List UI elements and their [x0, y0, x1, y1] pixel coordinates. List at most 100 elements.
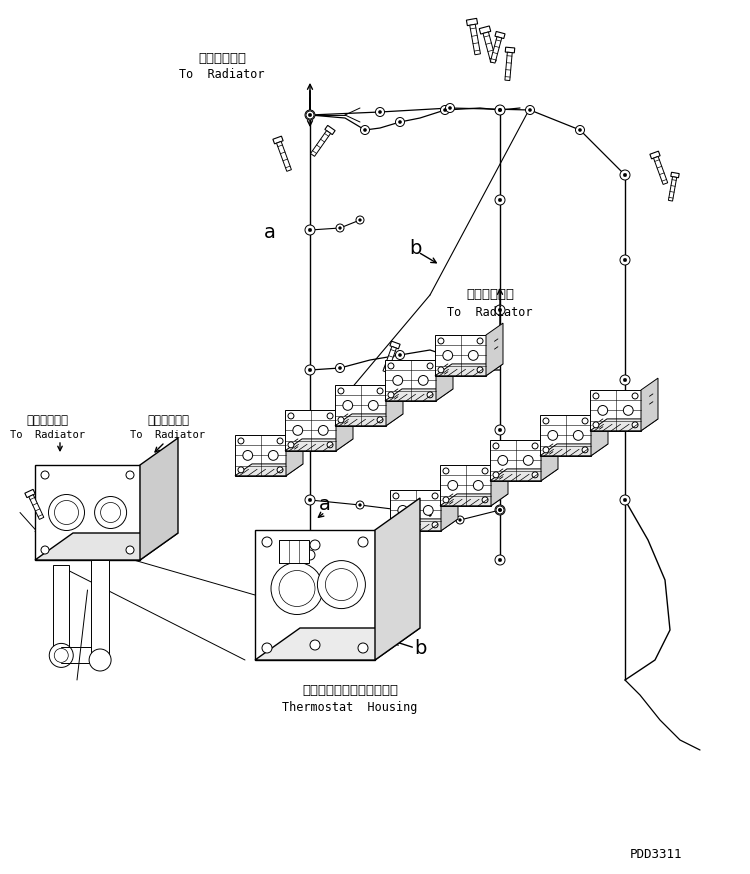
Circle shape	[306, 111, 314, 119]
Circle shape	[426, 511, 434, 519]
Circle shape	[358, 537, 368, 547]
Circle shape	[499, 108, 502, 112]
Circle shape	[526, 106, 535, 114]
Polygon shape	[440, 465, 491, 506]
Text: To  Radiator: To Radiator	[10, 430, 85, 440]
Circle shape	[623, 378, 627, 382]
Circle shape	[442, 350, 453, 360]
Bar	[383, 346, 397, 372]
Text: a: a	[319, 496, 331, 515]
Circle shape	[398, 505, 408, 516]
Circle shape	[427, 392, 433, 398]
Bar	[668, 177, 676, 201]
Circle shape	[623, 173, 627, 177]
Polygon shape	[491, 453, 508, 506]
Circle shape	[327, 413, 333, 419]
Bar	[506, 47, 515, 52]
Polygon shape	[490, 440, 541, 481]
Text: ラジエータへ: ラジエータへ	[26, 413, 68, 427]
Circle shape	[358, 643, 368, 653]
Circle shape	[575, 126, 584, 135]
Text: ラジエータへ: ラジエータへ	[147, 413, 189, 427]
Text: a: a	[264, 223, 276, 241]
Polygon shape	[436, 348, 453, 401]
Circle shape	[55, 501, 79, 524]
Circle shape	[623, 258, 627, 261]
Bar	[279, 540, 309, 564]
Circle shape	[477, 338, 483, 344]
Circle shape	[338, 226, 341, 229]
Circle shape	[49, 495, 85, 531]
Circle shape	[448, 481, 458, 490]
Circle shape	[262, 537, 272, 547]
Text: b: b	[414, 639, 426, 657]
Circle shape	[593, 422, 599, 428]
Polygon shape	[140, 438, 178, 560]
Circle shape	[338, 417, 344, 423]
Polygon shape	[641, 378, 658, 431]
Polygon shape	[441, 478, 458, 531]
Polygon shape	[375, 498, 420, 660]
Bar	[479, 26, 490, 34]
Bar	[273, 136, 283, 144]
Text: サーモスタットハウジング: サーモスタットハウジング	[302, 683, 398, 697]
Circle shape	[126, 471, 134, 479]
Text: b: b	[409, 239, 422, 258]
Circle shape	[593, 393, 599, 399]
Polygon shape	[386, 373, 403, 426]
Circle shape	[524, 455, 533, 465]
Circle shape	[377, 388, 383, 394]
Bar	[495, 31, 505, 38]
Circle shape	[393, 493, 399, 499]
Polygon shape	[235, 435, 286, 475]
Circle shape	[305, 495, 315, 505]
Circle shape	[94, 496, 127, 529]
Circle shape	[498, 509, 502, 512]
Circle shape	[443, 468, 449, 474]
Circle shape	[498, 108, 502, 112]
Circle shape	[448, 107, 452, 109]
Circle shape	[308, 553, 312, 557]
Circle shape	[277, 467, 283, 473]
Circle shape	[423, 505, 433, 516]
Circle shape	[493, 443, 499, 449]
Circle shape	[317, 560, 365, 608]
Circle shape	[498, 455, 508, 465]
Polygon shape	[490, 468, 558, 481]
Polygon shape	[486, 323, 503, 376]
Circle shape	[368, 400, 378, 410]
Circle shape	[335, 364, 344, 372]
Text: ラジエータへ: ラジエータへ	[466, 288, 514, 302]
Circle shape	[496, 106, 505, 114]
Circle shape	[495, 505, 505, 515]
Circle shape	[343, 400, 352, 410]
Circle shape	[438, 367, 444, 373]
Circle shape	[327, 442, 333, 447]
Circle shape	[41, 546, 49, 554]
Circle shape	[395, 117, 404, 127]
Circle shape	[243, 450, 253, 461]
Circle shape	[443, 108, 446, 112]
Text: Thermostat  Housing: Thermostat Housing	[282, 702, 418, 715]
Text: To  Radiator: To Radiator	[179, 68, 265, 81]
Circle shape	[495, 305, 505, 315]
Circle shape	[305, 225, 315, 235]
Circle shape	[573, 431, 584, 440]
Circle shape	[495, 555, 505, 565]
Circle shape	[89, 649, 111, 671]
Circle shape	[455, 356, 464, 364]
Circle shape	[393, 522, 399, 528]
Circle shape	[238, 467, 244, 473]
Circle shape	[543, 418, 549, 424]
Circle shape	[393, 376, 403, 385]
Bar	[325, 125, 335, 135]
Circle shape	[379, 110, 382, 114]
Circle shape	[305, 550, 315, 560]
Circle shape	[582, 418, 588, 424]
Bar	[310, 130, 331, 156]
Circle shape	[496, 506, 504, 514]
Circle shape	[279, 571, 315, 607]
Circle shape	[543, 447, 549, 453]
Circle shape	[398, 353, 401, 357]
Circle shape	[395, 350, 404, 359]
